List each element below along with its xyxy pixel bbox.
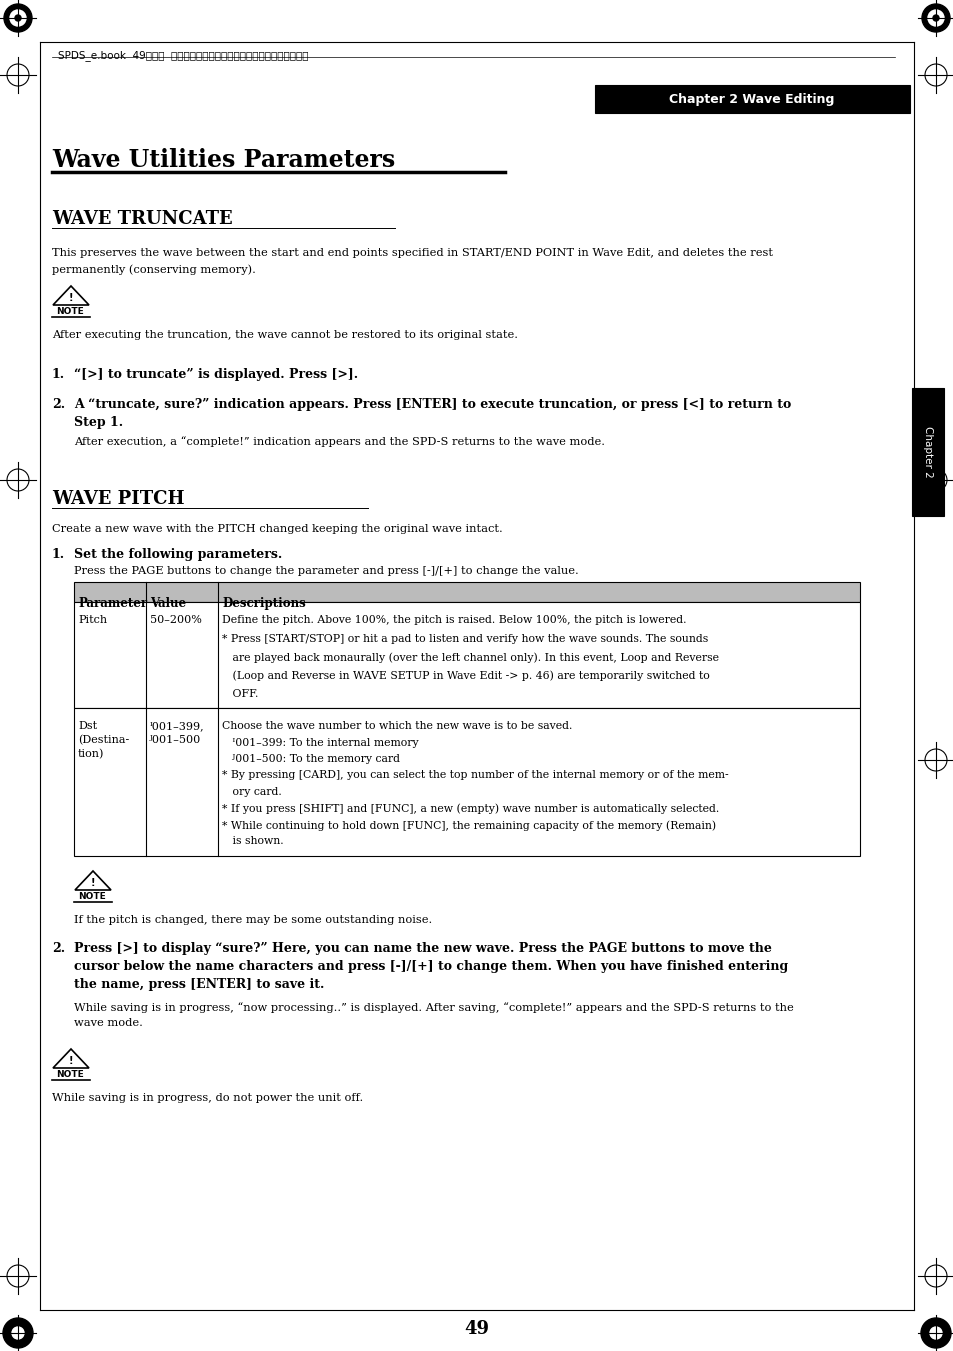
- Text: NOTE: NOTE: [56, 1070, 84, 1079]
- Text: are played back monaurally (over the left channel only). In this event, Loop and: are played back monaurally (over the lef…: [222, 653, 719, 662]
- Text: permanently (conserving memory).: permanently (conserving memory).: [52, 263, 255, 274]
- Text: 49: 49: [464, 1320, 489, 1337]
- Text: WAVE TRUNCATE: WAVE TRUNCATE: [52, 209, 233, 228]
- Text: Create a new wave with the PITCH changed keeping the original wave intact.: Create a new wave with the PITCH changed…: [52, 524, 502, 534]
- Bar: [74, 582, 859, 603]
- Text: Step 1.: Step 1.: [74, 416, 123, 430]
- Text: 1.: 1.: [52, 367, 65, 381]
- Bar: [74, 708, 859, 857]
- Text: OFF.: OFF.: [222, 689, 258, 698]
- Text: After execution, a “complete!” indication appears and the SPD-S returns to the w: After execution, a “complete!” indicatio…: [74, 436, 604, 447]
- Text: NOTE: NOTE: [78, 892, 106, 901]
- Circle shape: [932, 15, 938, 22]
- Polygon shape: [53, 286, 89, 305]
- Text: 1.: 1.: [52, 549, 65, 561]
- Text: NOTE: NOTE: [56, 307, 84, 316]
- Text: ᴵ001–399: To the internal memory: ᴵ001–399: To the internal memory: [222, 738, 418, 747]
- Text: Set the following parameters.: Set the following parameters.: [74, 549, 282, 561]
- Circle shape: [12, 1327, 24, 1339]
- Text: * If you press [SHIFT] and [FUNC], a new (empty) wave number is automatically se: * If you press [SHIFT] and [FUNC], a new…: [222, 804, 719, 815]
- Circle shape: [4, 4, 32, 32]
- Text: After executing the truncation, the wave cannot be restored to its original stat: After executing the truncation, the wave…: [52, 330, 517, 340]
- Circle shape: [921, 4, 949, 32]
- Text: Parameter: Parameter: [78, 597, 147, 611]
- Text: Pitch: Pitch: [78, 615, 107, 626]
- Text: Value: Value: [150, 597, 186, 611]
- Text: (Loop and Reverse in WAVE SETUP in Wave Edit -> p. 46) are temporarily switched : (Loop and Reverse in WAVE SETUP in Wave …: [222, 670, 709, 681]
- Text: wave mode.: wave mode.: [74, 1019, 143, 1028]
- Circle shape: [10, 9, 26, 26]
- Bar: [74, 603, 859, 708]
- Circle shape: [929, 1327, 941, 1339]
- Polygon shape: [53, 1048, 89, 1069]
- Text: Press [>] to display “sure?” Here, you can name the new wave. Press the PAGE but: Press [>] to display “sure?” Here, you c…: [74, 942, 771, 955]
- Text: the name, press [ENTER] to save it.: the name, press [ENTER] to save it.: [74, 978, 324, 992]
- Text: While saving is in progress, “now processing..” is displayed. After saving, “com: While saving is in progress, “now proces…: [74, 1002, 793, 1013]
- Text: Chapter 2: Chapter 2: [923, 426, 932, 478]
- Text: ory card.: ory card.: [222, 788, 281, 797]
- Text: SPDS_e.book  49ページ  ２００４年４月１９日　月曜日　午前９時５８分: SPDS_e.book 49ページ ２００４年４月１９日 月曜日 午前９時５８分: [58, 50, 308, 61]
- Text: Choose the wave number to which the new wave is to be saved.: Choose the wave number to which the new …: [222, 721, 572, 731]
- Text: A “truncate, sure?” indication appears. Press [ENTER] to execute truncation, or : A “truncate, sure?” indication appears. …: [74, 399, 790, 411]
- Text: Press the PAGE buttons to change the parameter and press [-]/[+] to change the v: Press the PAGE buttons to change the par…: [74, 566, 578, 576]
- Text: Chapter 2 Wave Editing: Chapter 2 Wave Editing: [669, 92, 834, 105]
- Text: tion): tion): [78, 748, 104, 759]
- Text: 2.: 2.: [52, 399, 65, 411]
- Text: !: !: [91, 878, 95, 888]
- Text: 2.: 2.: [52, 942, 65, 955]
- Text: ᴶ001–500: ᴶ001–500: [150, 735, 201, 744]
- Text: 50–200%: 50–200%: [150, 615, 202, 626]
- Text: is shown.: is shown.: [222, 836, 283, 847]
- Text: If the pitch is changed, there may be some outstanding noise.: If the pitch is changed, there may be so…: [74, 915, 432, 925]
- Circle shape: [15, 15, 21, 22]
- Polygon shape: [75, 871, 111, 890]
- Text: cursor below the name characters and press [-]/[+] to change them. When you have: cursor below the name characters and pre…: [74, 961, 787, 973]
- Text: WAVE PITCH: WAVE PITCH: [52, 490, 184, 508]
- Text: * Press [START/STOP] or hit a pad to listen and verify how the wave sounds. The : * Press [START/STOP] or hit a pad to lis…: [222, 634, 707, 643]
- Bar: [911, 388, 943, 516]
- Circle shape: [3, 1319, 33, 1348]
- Text: !: !: [69, 1056, 73, 1066]
- Text: !: !: [69, 293, 73, 303]
- Text: Dst: Dst: [78, 721, 97, 731]
- Text: Define the pitch. Above 100%, the pitch is raised. Below 100%, the pitch is lowe: Define the pitch. Above 100%, the pitch …: [222, 615, 686, 626]
- Text: “[>] to truncate” is displayed. Press [>].: “[>] to truncate” is displayed. Press [>…: [74, 367, 357, 381]
- Text: Wave Utilities Parameters: Wave Utilities Parameters: [52, 149, 395, 172]
- Text: This preserves the wave between the start and end points specified in START/END : This preserves the wave between the star…: [52, 249, 772, 258]
- Text: * By pressing [CARD], you can select the top number of the internal memory or of: * By pressing [CARD], you can select the…: [222, 770, 728, 781]
- Text: ᴶ001–500: To the memory card: ᴶ001–500: To the memory card: [222, 754, 399, 765]
- Text: While saving is in progress, do not power the unit off.: While saving is in progress, do not powe…: [52, 1093, 363, 1102]
- Text: * While continuing to hold down [FUNC], the remaining capacity of the memory (Re: * While continuing to hold down [FUNC], …: [222, 820, 716, 831]
- Text: Descriptions: Descriptions: [222, 597, 305, 611]
- Circle shape: [927, 9, 943, 26]
- Text: ᴵ001–399,: ᴵ001–399,: [150, 721, 204, 731]
- Bar: [595, 85, 909, 113]
- Circle shape: [920, 1319, 950, 1348]
- Text: (Destina-: (Destina-: [78, 735, 129, 746]
